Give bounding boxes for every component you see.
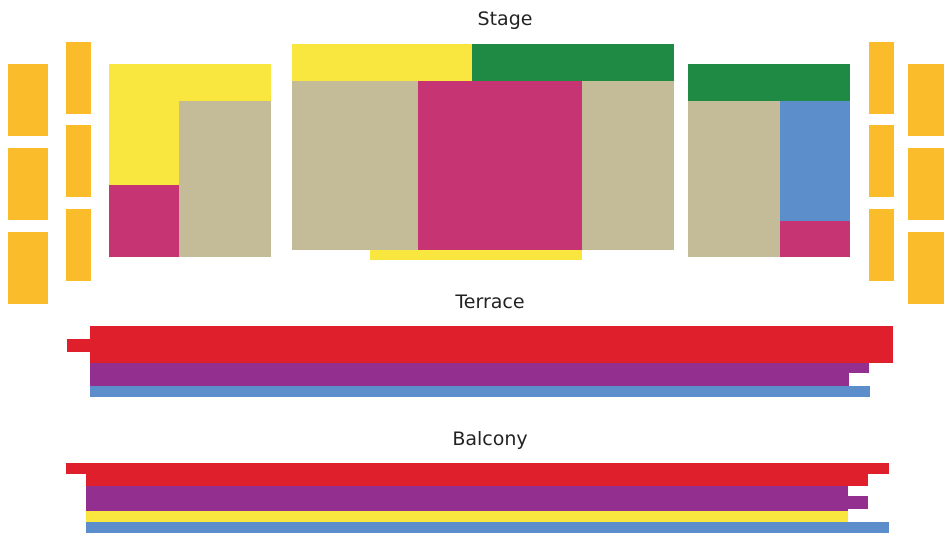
- right-inner-box-1[interactable]: [869, 42, 894, 114]
- center-stalls-beige-left[interactable]: [292, 81, 418, 250]
- left-inner-box-3[interactable]: [66, 209, 91, 281]
- center-stalls-yellow-bottom[interactable]: [370, 250, 582, 260]
- balcony-row-red[interactable]: [66, 463, 889, 474]
- right-stalls-beige[interactable]: [688, 101, 780, 257]
- terrace-row-blue[interactable]: [90, 386, 870, 397]
- terrace-row-red-stub[interactable]: [67, 339, 91, 352]
- right-stalls-blue[interactable]: [780, 101, 850, 221]
- terrace-row-purple-stub[interactable]: [849, 363, 869, 373]
- balcony-row-purple-stub[interactable]: [848, 496, 868, 509]
- left-stalls-magenta[interactable]: [109, 185, 179, 257]
- balcony-label: Balcony: [452, 428, 528, 450]
- balcony-row-purple[interactable]: [86, 486, 848, 511]
- left-inner-box-2[interactable]: [66, 125, 91, 197]
- terrace-row-red[interactable]: [90, 326, 893, 363]
- center-stalls-magenta[interactable]: [418, 81, 582, 250]
- left-stalls-yellow-top[interactable]: [109, 64, 271, 101]
- right-stalls-block: [688, 64, 850, 257]
- balcony-row-blue[interactable]: [86, 522, 889, 533]
- left-outer-box-3[interactable]: [8, 232, 48, 304]
- right-outer-box-3[interactable]: [908, 232, 944, 304]
- left-stalls-block: [109, 64, 271, 257]
- right-stalls-green-top[interactable]: [688, 64, 850, 101]
- terrace-label: Terrace: [455, 291, 525, 313]
- right-inner-box-3[interactable]: [869, 209, 894, 281]
- left-stalls-yellow-side[interactable]: [109, 101, 179, 185]
- center-stalls-yellow-top[interactable]: [292, 44, 472, 81]
- terrace-row-purple[interactable]: [90, 363, 849, 386]
- right-stalls-magenta[interactable]: [780, 221, 850, 257]
- right-inner-box-2[interactable]: [869, 125, 894, 197]
- balcony-row-yellow[interactable]: [86, 511, 848, 522]
- left-outer-box-1[interactable]: [8, 64, 48, 136]
- right-outer-box-2[interactable]: [908, 148, 944, 220]
- center-stalls-green-top[interactable]: [472, 44, 674, 81]
- center-stalls-beige-right[interactable]: [582, 81, 674, 250]
- right-outer-box-1[interactable]: [908, 64, 944, 136]
- stage-label: Stage: [477, 8, 533, 30]
- balcony-row-red-lower[interactable]: [86, 474, 868, 486]
- left-stalls-beige[interactable]: [179, 101, 271, 257]
- left-inner-box-1[interactable]: [66, 42, 91, 114]
- center-stalls-block: [292, 44, 674, 260]
- left-outer-box-2[interactable]: [8, 148, 48, 220]
